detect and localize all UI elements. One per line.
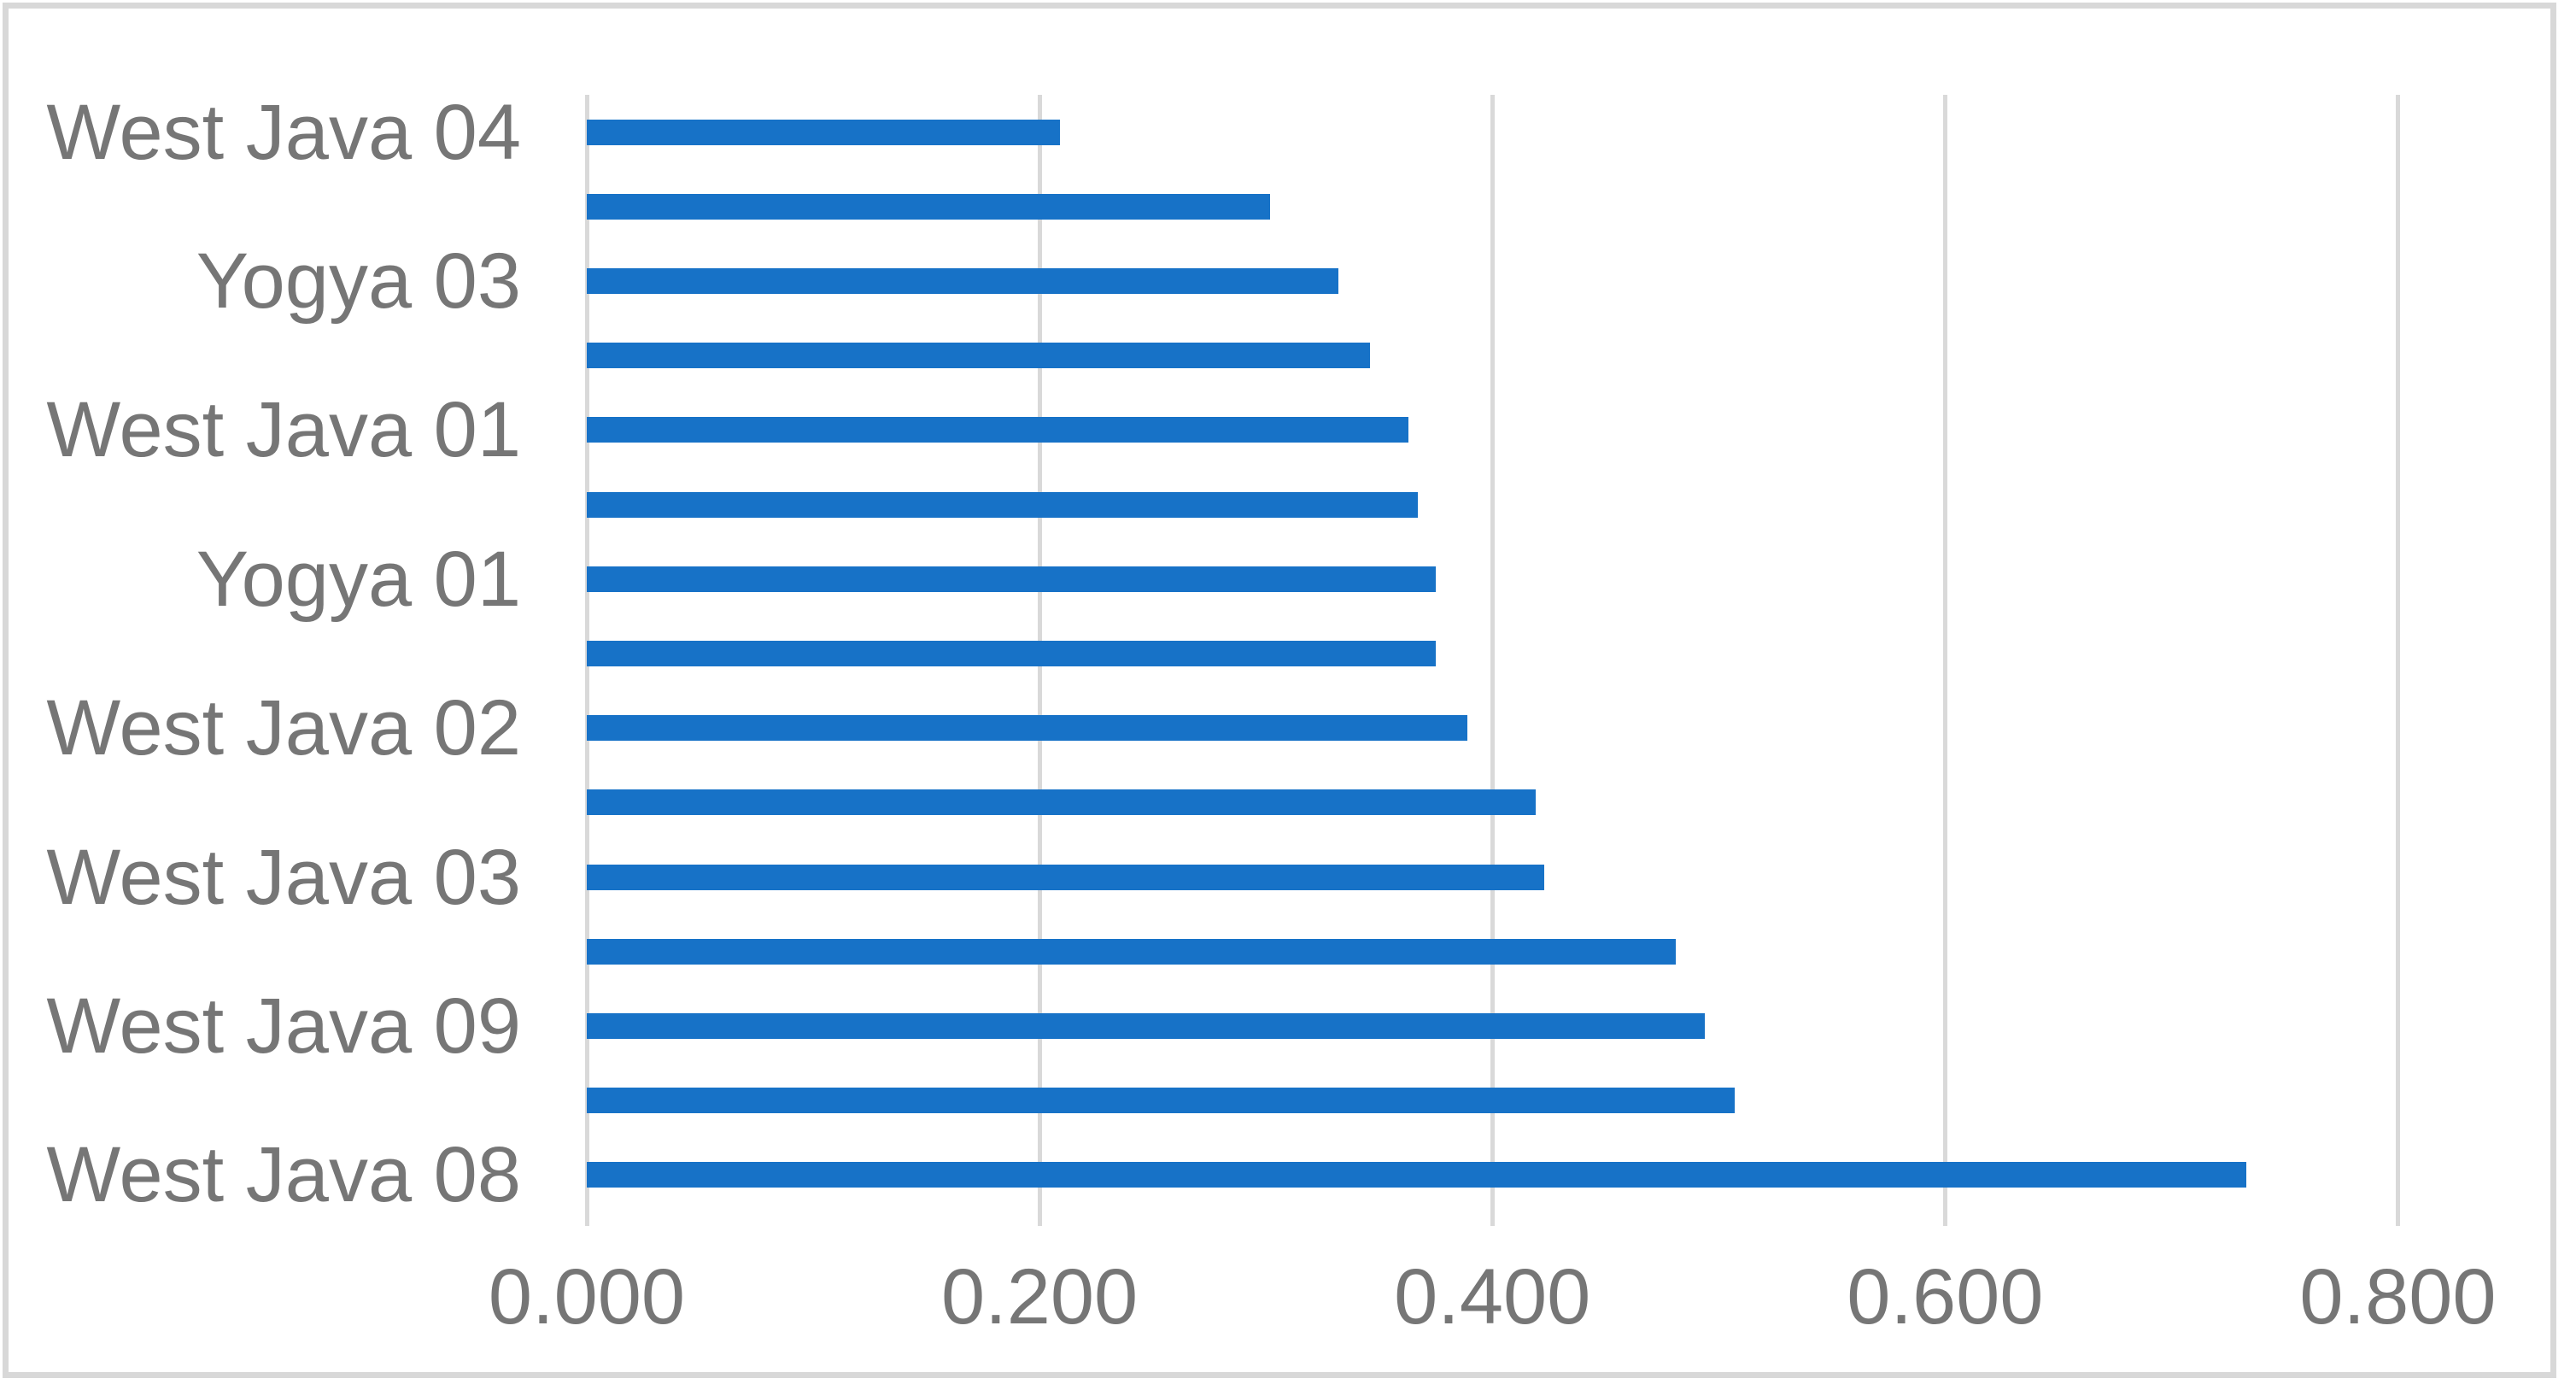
category-label: West Java 01 bbox=[46, 386, 521, 474]
category-label: West Java 08 bbox=[46, 1131, 521, 1219]
category-label: Yogya 03 bbox=[196, 238, 521, 325]
bar bbox=[587, 193, 1271, 220]
gridline bbox=[2396, 95, 2401, 1212]
bar bbox=[587, 938, 1676, 965]
x-tick-label: 0.800 bbox=[2299, 1253, 2497, 1340]
bar bbox=[587, 715, 1468, 742]
bar bbox=[587, 119, 1060, 145]
bar bbox=[587, 566, 1436, 592]
x-tick-label: 0.600 bbox=[1847, 1253, 2044, 1340]
bar bbox=[587, 491, 1418, 518]
x-tick-label: 0.400 bbox=[1394, 1253, 1591, 1340]
bar bbox=[587, 343, 1371, 369]
x-axis-tick bbox=[1943, 1212, 1948, 1226]
bar bbox=[587, 641, 1436, 666]
bar bbox=[587, 268, 1338, 294]
bar bbox=[587, 1088, 1735, 1114]
plot-area bbox=[585, 95, 2511, 1226]
x-axis-tick bbox=[1490, 1212, 1496, 1226]
x-tick-label: 0.000 bbox=[488, 1253, 686, 1340]
category-label: Yogya 01 bbox=[196, 535, 521, 623]
category-label: West Java 09 bbox=[46, 982, 521, 1070]
bar bbox=[587, 1013, 1706, 1039]
x-axis-tick bbox=[2396, 1212, 2401, 1226]
x-axis-tick bbox=[1038, 1212, 1043, 1226]
bar bbox=[587, 1162, 2246, 1188]
bar bbox=[587, 417, 1409, 443]
category-label: West Java 04 bbox=[46, 88, 521, 176]
bar bbox=[587, 864, 1545, 890]
x-axis-tick bbox=[585, 1212, 589, 1226]
chart-frame: West Java 04 Yogya 03 West Java 01 Yogya 01… bbox=[3, 3, 2556, 1378]
x-tick-label: 0.200 bbox=[940, 1253, 1139, 1340]
bar bbox=[587, 789, 1536, 816]
gridline bbox=[1943, 95, 1948, 1212]
gridline bbox=[1490, 95, 1496, 1212]
category-label: West Java 02 bbox=[46, 684, 521, 772]
category-label: West Java 03 bbox=[46, 833, 521, 921]
